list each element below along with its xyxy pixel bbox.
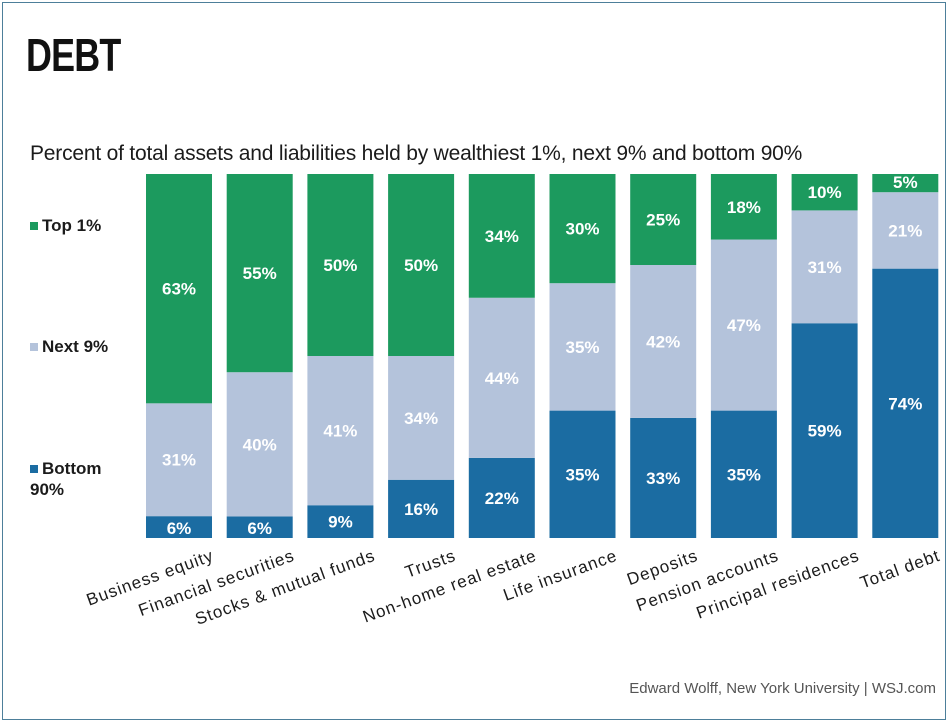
legend-swatch-top1 [30,221,38,230]
bar-segment-next9-1 [226,372,293,517]
data-label-next9-4: 44% [485,369,519,388]
data-label-top1-5: 30% [565,220,599,239]
data-label-top1-1: 55% [243,264,277,283]
data-label-next9-0: 31% [162,451,196,470]
bar-segment-top1-6 [630,174,697,265]
data-label-bottom90-6: 33% [646,469,680,488]
bar-segment-next9-6 [630,265,697,418]
data-label-bottom90-1: 6% [247,519,272,538]
bar-segment-top1-1 [226,174,293,373]
bar-segment-next9-8 [791,210,858,324]
data-label-top1-8: 10% [808,183,842,202]
data-label-next9-5: 35% [565,338,599,357]
data-label-next9-7: 47% [727,316,761,335]
data-label-bottom90-3: 16% [404,500,438,519]
legend-item-next9: Next 9% [30,336,108,357]
legend-item-top1: Top 1% [30,215,101,236]
legend-label-bottom90-line2: 90% [30,480,65,499]
legend-swatch-next9 [30,342,38,351]
data-label-top1-3: 50% [404,256,438,275]
bar-segment-bottom90-8 [791,323,858,538]
data-label-next9-8: 31% [808,258,842,277]
legend-swatch-bottom90 [30,464,38,473]
bar-segment-bottom90-9 [872,268,939,538]
bar-segment-next9-0 [146,403,212,517]
source-credit: Edward Wolff, New York University | WSJ.… [629,680,936,697]
data-label-top1-6: 25% [646,211,680,230]
bar-segment-top1-5 [549,174,616,284]
bar-segment-top1-2 [307,174,374,356]
data-label-top1-9: 5% [893,173,918,192]
data-label-bottom90-0: 6% [167,519,192,538]
data-label-bottom90-8: 59% [808,422,842,441]
legend-item-bottom90: Bottom 90% [30,458,101,500]
data-label-next9-3: 34% [404,409,438,428]
data-label-bottom90-7: 35% [727,465,761,484]
bar-segment-bottom90-0 [146,516,212,538]
bar-segment-top1-3 [388,174,455,356]
data-label-bottom90-5: 35% [565,465,599,484]
data-label-bottom90-9: 74% [888,394,922,413]
bar-segment-top1-9 [872,174,939,193]
bar-segment-next9-7 [710,239,777,411]
data-label-next9-6: 42% [646,332,680,351]
legend-label-top1: Top 1% [42,216,102,235]
legend-label-bottom90-line1: Bottom [42,459,102,478]
data-label-top1-2: 50% [323,256,357,275]
bar-segment-bottom90-5 [549,410,616,538]
bar-segment-next9-9 [872,192,939,269]
data-label-bottom90-4: 22% [485,489,519,508]
data-label-next9-2: 41% [323,422,357,441]
bar-segment-top1-8 [791,174,858,211]
bar-segment-bottom90-2 [307,505,374,538]
bar-segment-top1-7 [710,174,777,240]
bar-segment-next9-3 [388,356,455,480]
chart-subtitle: Percent of total assets and liabilities … [30,142,803,165]
data-label-bottom90-2: 9% [328,513,353,532]
category-label-9: Total debt [857,546,942,592]
bar-segment-bottom90-7 [710,410,777,538]
chart-title: DEBT [26,29,121,81]
legend-label-next9: Next 9% [42,337,109,356]
bar-segment-bottom90-4 [468,457,535,538]
data-label-top1-0: 63% [162,280,196,299]
bar-segment-top1-0 [146,174,212,404]
data-label-next9-1: 40% [243,435,277,454]
bar-segment-top1-4 [468,174,535,298]
bar-segment-bottom90-3 [388,479,455,538]
bar-segment-bottom90-1 [226,516,293,538]
data-label-top1-7: 18% [727,198,761,217]
data-label-next9-9: 21% [888,221,922,240]
bar-segment-bottom90-6 [630,417,697,538]
bar-segment-next9-4 [468,297,535,458]
data-label-top1-4: 34% [485,227,519,246]
bar-segment-next9-2 [307,356,374,506]
bar-segment-next9-5 [549,283,616,411]
